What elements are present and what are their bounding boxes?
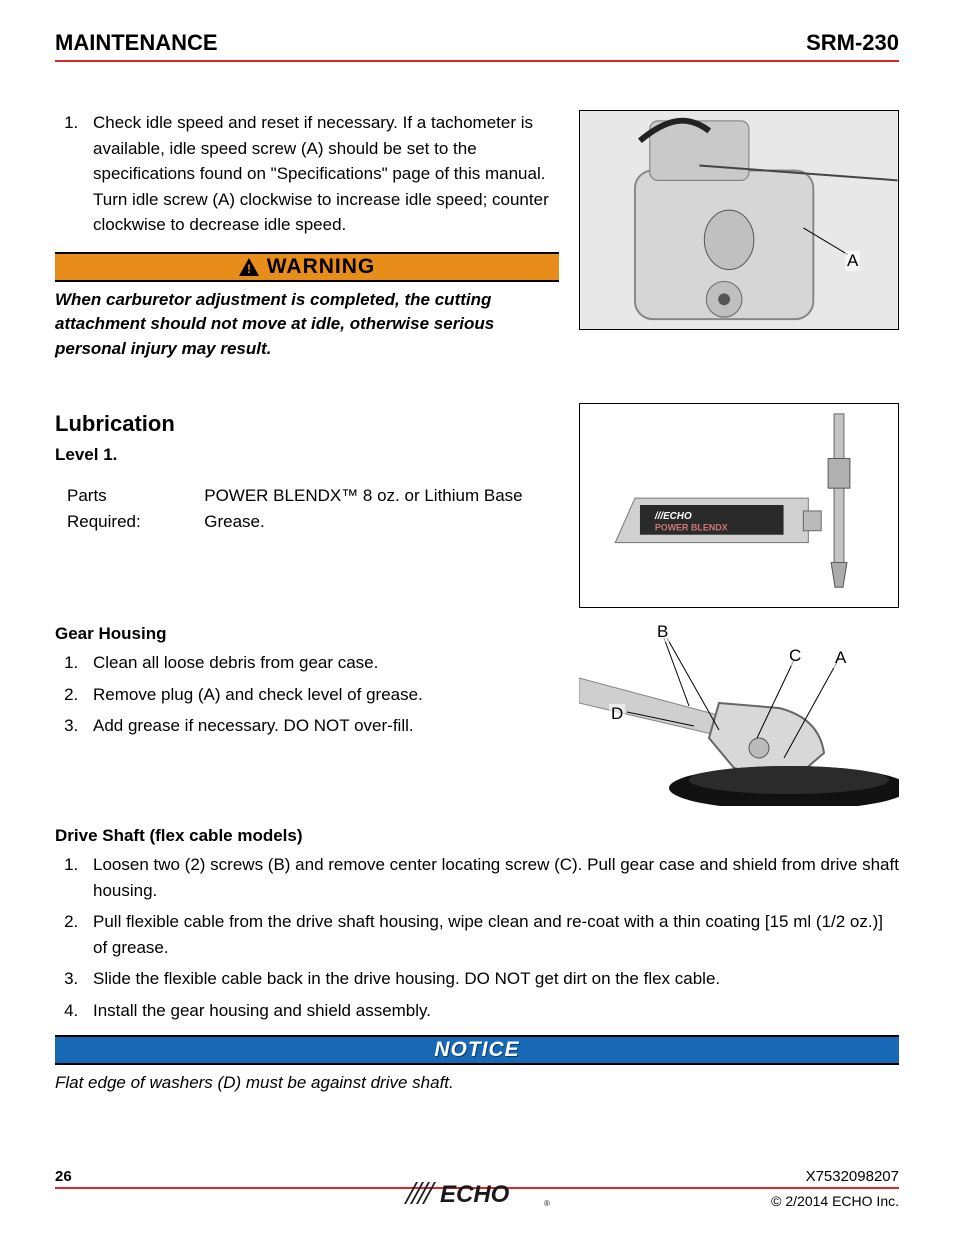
page-number: 26 <box>55 1168 72 1185</box>
drive-shaft-steps: Loosen two (2) screws (B) and remove cen… <box>55 852 899 1023</box>
lubrication-heading: Lubrication <box>55 411 559 437</box>
gear-housing-steps: Clean all loose debris from gear case. R… <box>55 650 559 739</box>
header-model: SRM-230 <box>806 30 899 56</box>
list-item: Clean all loose debris from gear case. <box>83 650 559 676</box>
parts-required-value: POWER BLENDX™ 8 oz. or Lithium Base Grea… <box>204 483 559 534</box>
idle-speed-block: Check idle speed and reset if necessary.… <box>55 110 899 361</box>
list-item: Install the gear housing and shield asse… <box>83 998 899 1024</box>
header-section: MAINTENANCE <box>55 30 218 56</box>
echo-logo-icon: ECHO ® <box>402 1176 552 1215</box>
warning-body: When carburetor adjustment is completed,… <box>55 288 559 362</box>
callout-d: D <box>609 704 625 724</box>
list-item: Remove plug (A) and check level of greas… <box>83 682 559 708</box>
warning-label: WARNING <box>267 255 376 279</box>
callout-a2: A <box>833 648 848 668</box>
list-item: Add grease if necessary. DO NOT over-fil… <box>83 713 559 739</box>
callout-a: A <box>845 251 860 271</box>
callout-c: C <box>787 646 803 666</box>
parts-required-row: Parts Required: POWER BLENDX™ 8 oz. or L… <box>67 483 559 534</box>
svg-text:!: ! <box>247 262 251 276</box>
svg-text:///ECHO: ///ECHO <box>654 511 692 522</box>
gear-housing-heading: Gear Housing <box>55 624 559 644</box>
svg-text:®: ® <box>544 1199 550 1208</box>
notice-bar: NOTICE <box>55 1035 899 1065</box>
figure-grease-tube: ///ECHO POWER BLENDX <box>579 403 899 608</box>
page-footer: 26 X7532098207 © 2/2014 ECHO Inc. ECHO ® <box>55 1168 899 1209</box>
drive-shaft-heading: Drive Shaft (flex cable models) <box>55 826 899 846</box>
lubrication-level: Level 1. <box>55 445 559 465</box>
warning-triangle-icon: ! <box>239 258 259 276</box>
idle-speed-steps: Check idle speed and reset if necessary.… <box>55 110 559 238</box>
list-item: Pull flexible cable from the drive shaft… <box>83 909 899 960</box>
svg-text:ECHO: ECHO <box>440 1181 510 1208</box>
warning-bar: ! WARNING <box>55 252 559 282</box>
figure-gear-case: B C A D <box>579 608 899 806</box>
list-item: Check idle speed and reset if necessary.… <box>83 110 559 238</box>
notice-body: Flat edge of washers (D) must be against… <box>55 1073 899 1093</box>
parts-required-label: Parts Required: <box>67 483 150 534</box>
callout-b: B <box>655 622 670 642</box>
list-item: Slide the flexible cable back in the dri… <box>83 966 899 992</box>
doc-number: X7532098207 <box>806 1168 899 1185</box>
page-header: MAINTENANCE SRM-230 <box>55 30 899 62</box>
figure-carburetor: A <box>579 110 899 330</box>
list-item: Loosen two (2) screws (B) and remove cen… <box>83 852 899 903</box>
lubrication-block: Lubrication Level 1. Parts Required: POW… <box>55 361 899 806</box>
svg-text:POWER BLENDX: POWER BLENDX <box>655 523 728 533</box>
